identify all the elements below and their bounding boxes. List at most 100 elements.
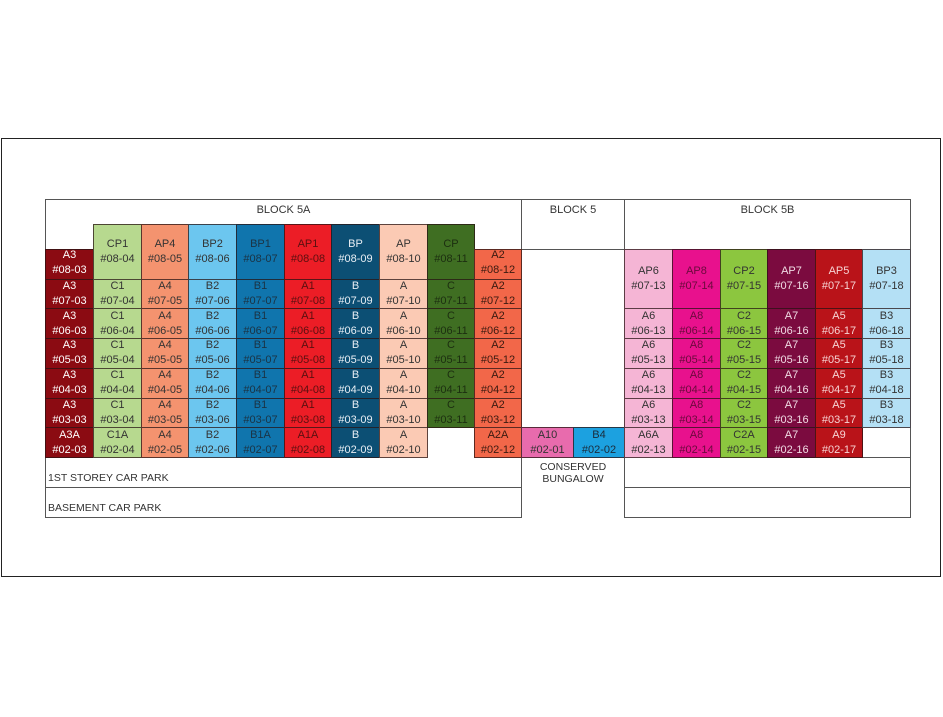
unit-cell[interactable]: BP #08-09 — [331, 224, 380, 280]
unit-cell[interactable]: B3 #05-18 — [862, 338, 911, 369]
unit-cell[interactable]: A2 #07-12 — [474, 278, 522, 310]
unit-cell[interactable]: C #07-11 — [427, 278, 475, 310]
unit-cell[interactable]: A #04-10 — [379, 367, 428, 399]
unit-cell[interactable]: A8 #04-14 — [672, 367, 721, 399]
unit-cell[interactable]: A4 #07-05 — [141, 278, 189, 310]
unit-cell[interactable]: B1 #04-07 — [236, 367, 285, 399]
unit-cell[interactable]: A10 #02-01 — [521, 427, 574, 458]
unit-cell[interactable]: A3 #06-03 — [45, 308, 94, 339]
unit-cell[interactable]: BP3 #07-18 — [862, 249, 911, 310]
unit-cell[interactable]: A #03-10 — [379, 397, 428, 429]
unit-cell[interactable]: B4 #02-02 — [573, 427, 625, 458]
unit-cell[interactable]: B1 #05-07 — [236, 338, 285, 369]
unit-cell[interactable]: B3 #04-18 — [862, 367, 911, 399]
unit-cell[interactable]: A4 #05-05 — [141, 338, 189, 369]
unit-cell[interactable]: C1 #05-04 — [93, 338, 142, 369]
unit-cell[interactable]: CP1 #08-04 — [93, 224, 142, 280]
unit-cell[interactable]: C2 #04-15 — [720, 367, 768, 399]
unit-cell[interactable]: BP1 #08-07 — [236, 224, 285, 280]
unit-cell[interactable]: A6 #05-13 — [624, 338, 673, 369]
unit-cell[interactable]: A #06-10 — [379, 308, 428, 339]
unit-cell[interactable]: A6A #02-13 — [624, 427, 673, 458]
unit-cell[interactable]: AP6 #07-13 — [624, 249, 673, 310]
unit-cell[interactable]: C2 #06-15 — [720, 308, 768, 339]
unit-cell[interactable]: AP4 #08-05 — [141, 224, 189, 280]
unit-cell[interactable]: A7 #04-16 — [767, 367, 816, 399]
unit-cell[interactable]: A #07-10 — [379, 278, 428, 310]
unit-cell[interactable]: B2 #04-06 — [188, 367, 237, 399]
unit-cell[interactable]: A1 #04-08 — [284, 367, 332, 399]
unit-cell[interactable]: C #05-11 — [427, 338, 475, 369]
unit-cell[interactable]: C #04-11 — [427, 367, 475, 399]
unit-cell[interactable]: A1 #03-08 — [284, 397, 332, 429]
unit-cell[interactable]: B #07-09 — [331, 278, 380, 310]
unit-cell[interactable]: A8 #05-14 — [672, 338, 721, 369]
unit-cell[interactable]: A7 #06-16 — [767, 308, 816, 339]
unit-cell[interactable]: A2 #05-12 — [474, 338, 522, 369]
unit-cell[interactable]: B3 #03-18 — [862, 397, 911, 429]
unit-cell[interactable]: A #05-10 — [379, 338, 428, 369]
unit-cell[interactable]: A3 #05-03 — [45, 338, 94, 369]
unit-cell[interactable]: C #06-11 — [427, 308, 475, 339]
unit-cell[interactable]: A2 #06-12 — [474, 308, 522, 339]
unit-cell[interactable]: B1A #02-07 — [236, 427, 285, 458]
unit-cell[interactable]: B #04-09 — [331, 367, 380, 399]
unit-cell[interactable]: A5 #06-17 — [815, 308, 863, 339]
unit-cell[interactable]: A1 #06-08 — [284, 308, 332, 339]
unit-cell[interactable]: A7 #05-16 — [767, 338, 816, 369]
unit-cell[interactable]: A2 #08-12 — [474, 249, 522, 280]
unit-cell[interactable]: A4 #04-05 — [141, 367, 189, 399]
unit-cell[interactable]: A5 #05-17 — [815, 338, 863, 369]
unit-cell[interactable]: A6 #06-13 — [624, 308, 673, 339]
unit-cell[interactable]: A9 #02-17 — [815, 427, 863, 458]
unit-cell[interactable]: B1 #06-07 — [236, 308, 285, 339]
unit-cell[interactable]: C1 #06-04 — [93, 308, 142, 339]
unit-cell[interactable]: B #06-09 — [331, 308, 380, 339]
unit-cell[interactable]: A7 #02-16 — [767, 427, 816, 458]
unit-cell[interactable]: A2A #02-12 — [474, 427, 522, 458]
unit-cell[interactable]: A1A #02-08 — [284, 427, 332, 458]
unit-cell[interactable]: B2 #06-06 — [188, 308, 237, 339]
unit-cell[interactable]: CP2 #07-15 — [720, 249, 768, 310]
unit-cell[interactable]: C2 #05-15 — [720, 338, 768, 369]
unit-cell[interactable]: AP1 #08-08 — [284, 224, 332, 280]
unit-cell[interactable]: AP #08-10 — [379, 224, 428, 280]
unit-cell[interactable]: A6 #03-13 — [624, 397, 673, 429]
unit-cell[interactable]: A5 #03-17 — [815, 397, 863, 429]
unit-cell[interactable]: A7 #03-16 — [767, 397, 816, 429]
unit-cell[interactable]: A1 #07-08 — [284, 278, 332, 310]
unit-cell[interactable]: B2 #03-06 — [188, 397, 237, 429]
unit-cell[interactable]: A5 #04-17 — [815, 367, 863, 399]
unit-cell[interactable]: A3 #03-03 — [45, 397, 94, 429]
unit-cell[interactable]: CP #08-11 — [427, 224, 475, 280]
unit-cell[interactable]: C1 #04-04 — [93, 367, 142, 399]
unit-cell[interactable]: A3 #08-03 — [45, 249, 94, 280]
unit-cell[interactable]: AP8 #07-14 — [672, 249, 721, 310]
unit-cell[interactable]: A1 #05-08 — [284, 338, 332, 369]
unit-cell[interactable]: B2 #02-06 — [188, 427, 237, 458]
unit-cell[interactable]: C1 #03-04 — [93, 397, 142, 429]
unit-cell[interactable]: B2 #07-06 — [188, 278, 237, 310]
unit-cell[interactable]: B2 #05-06 — [188, 338, 237, 369]
unit-cell[interactable]: C1 #07-04 — [93, 278, 142, 310]
unit-cell[interactable]: B1 #03-07 — [236, 397, 285, 429]
unit-cell[interactable]: A3 #07-03 — [45, 278, 94, 310]
unit-cell[interactable]: A4 #06-05 — [141, 308, 189, 339]
unit-cell[interactable]: A2 #04-12 — [474, 367, 522, 399]
unit-cell[interactable]: A #02-10 — [379, 427, 428, 458]
unit-cell[interactable]: A8 #03-14 — [672, 397, 721, 429]
unit-cell[interactable]: B3 #06-18 — [862, 308, 911, 339]
unit-cell[interactable]: BP2 #08-06 — [188, 224, 237, 280]
unit-cell[interactable]: C1A #02-04 — [93, 427, 142, 458]
unit-cell[interactable]: C2A #02-15 — [720, 427, 768, 458]
unit-cell[interactable]: C2 #03-15 — [720, 397, 768, 429]
unit-cell[interactable]: C #03-11 — [427, 397, 475, 429]
unit-cell[interactable]: A4 #02-05 — [141, 427, 189, 458]
unit-cell[interactable]: A4 #03-05 — [141, 397, 189, 429]
unit-cell[interactable]: A8 #06-14 — [672, 308, 721, 339]
unit-cell[interactable]: A6 #04-13 — [624, 367, 673, 399]
unit-cell[interactable]: B1 #07-07 — [236, 278, 285, 310]
unit-cell[interactable]: A8 #02-14 — [672, 427, 721, 458]
unit-cell[interactable]: B #02-09 — [331, 427, 380, 458]
unit-cell[interactable]: B #03-09 — [331, 397, 380, 429]
